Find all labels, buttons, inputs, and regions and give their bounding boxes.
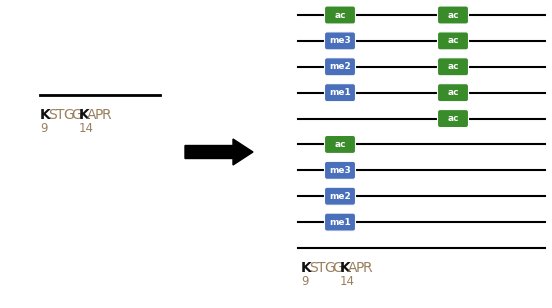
FancyBboxPatch shape [325,187,355,205]
Text: 14: 14 [78,122,93,135]
Text: G: G [332,261,343,275]
Text: me3: me3 [329,36,351,45]
FancyBboxPatch shape [325,6,355,24]
FancyBboxPatch shape [325,58,355,76]
Text: K: K [40,108,51,122]
Text: ac: ac [447,36,459,45]
Text: ac: ac [447,114,459,123]
Text: ac: ac [335,10,346,19]
Text: A: A [348,261,358,275]
Text: me1: me1 [329,88,351,97]
FancyBboxPatch shape [325,161,355,179]
Text: K: K [301,261,312,275]
Text: ac: ac [447,62,459,71]
FancyBboxPatch shape [325,213,355,231]
Text: 14: 14 [339,275,354,288]
Text: me2: me2 [329,62,351,71]
FancyBboxPatch shape [325,32,355,50]
Text: 9: 9 [40,122,47,135]
Text: P: P [94,108,103,122]
Text: G: G [63,108,75,122]
Text: me2: me2 [329,192,351,201]
Text: T: T [317,261,326,275]
Text: P: P [355,261,364,275]
Text: ac: ac [447,10,459,19]
FancyBboxPatch shape [438,58,469,76]
Text: G: G [71,108,82,122]
Text: A: A [87,108,97,122]
FancyBboxPatch shape [325,84,355,102]
Text: S: S [49,108,57,122]
FancyBboxPatch shape [438,110,469,128]
Text: me3: me3 [329,166,351,175]
Text: R: R [102,108,112,122]
Text: me1: me1 [329,218,351,227]
Text: R: R [363,261,373,275]
Text: ac: ac [447,88,459,97]
Text: ac: ac [335,140,346,149]
Text: K: K [339,261,351,275]
FancyArrow shape [185,139,253,165]
Text: T: T [56,108,65,122]
Text: 9: 9 [301,275,309,288]
FancyBboxPatch shape [438,84,469,102]
FancyBboxPatch shape [438,6,469,24]
Text: G: G [325,261,335,275]
FancyBboxPatch shape [325,136,355,153]
Text: K: K [78,108,89,122]
FancyBboxPatch shape [438,32,469,50]
Text: S: S [310,261,319,275]
